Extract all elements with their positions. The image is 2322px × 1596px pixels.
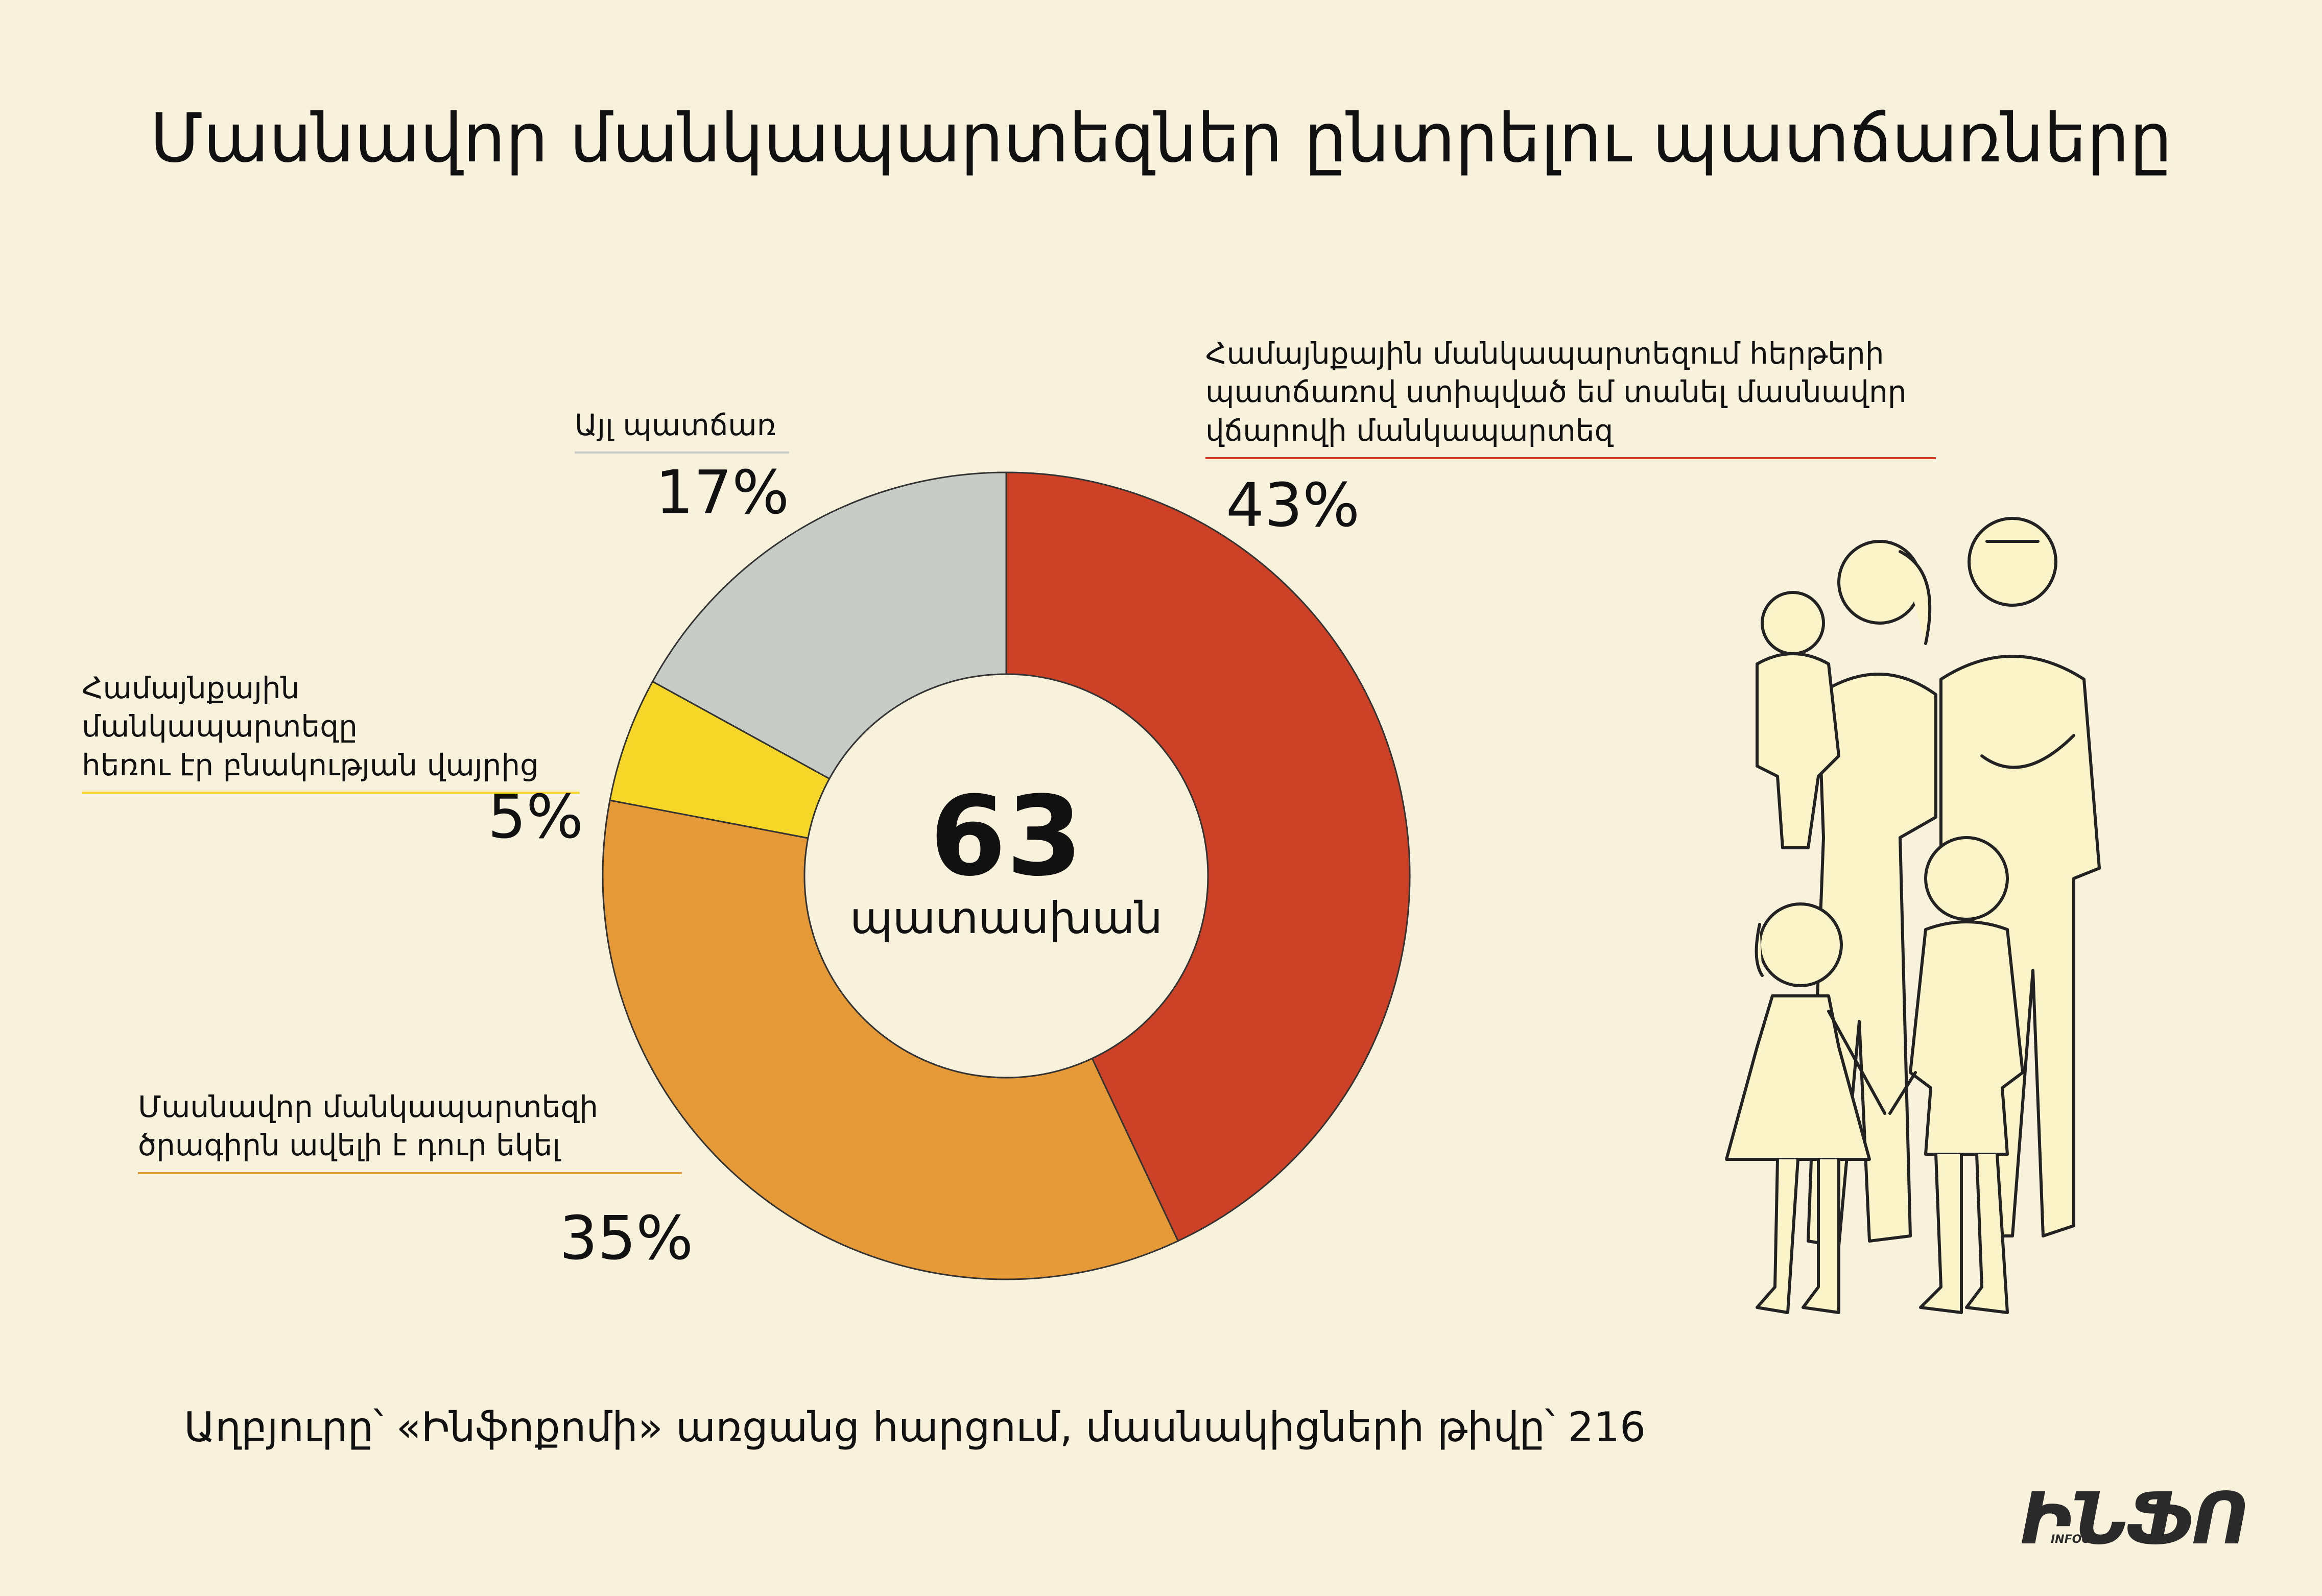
slice-label-program: Մասնավոր մանկապարտեզի ծրագիրն ավելի է դո… bbox=[138, 1088, 682, 1174]
center-total-label: պատասխան bbox=[849, 893, 1163, 944]
infocom-logo-subtext: INFOCOM bbox=[2051, 1533, 2111, 1546]
slice-label-text: Համայնքային մանկապարտեզում հերթերի պատճա… bbox=[1205, 336, 1907, 448]
slice-label-text: Մասնավոր մանկապարտեզի ծրագիրն ավելի է դո… bbox=[138, 1089, 598, 1163]
source-note: Աղբյուրը՝ «Ինֆոքոմի» առցանց հարցում, մաս… bbox=[184, 1403, 1646, 1451]
slice-label-queues: Համայնքային մանկապարտեզում հերթերի պատճա… bbox=[1205, 335, 1936, 460]
center-total-value: 63 bbox=[930, 772, 1083, 900]
slice-label-text: Այլ պատճառ bbox=[575, 408, 776, 442]
slice-percent-program: 35% bbox=[559, 1203, 694, 1273]
page-title: Մասնավոր մանկապարտեզներ ընտրելու պատճառն… bbox=[150, 99, 2172, 178]
slice-label-other: Այլ պատճառ bbox=[575, 406, 789, 454]
label-rule bbox=[1205, 457, 1936, 460]
slice-label-distance: Համայնքային մանկապարտեզը հեռու էր բնակու… bbox=[82, 669, 580, 794]
infocom-logo: ԻՆՖՈ bbox=[2020, 1478, 2250, 1561]
slice-percent-other: 17% bbox=[655, 457, 790, 528]
family-line-drawing-icon bbox=[1725, 517, 2101, 1314]
slice-percent-distance: 5% bbox=[488, 781, 584, 852]
label-rule bbox=[82, 792, 580, 794]
label-rule bbox=[138, 1172, 682, 1174]
slice-percent-queues: 43% bbox=[1226, 470, 1360, 540]
slice-label-text: Համայնքային մանկապարտեզը հեռու էր բնակու… bbox=[82, 671, 539, 782]
donut-hole bbox=[803, 673, 1209, 1079]
label-rule bbox=[575, 451, 789, 454]
